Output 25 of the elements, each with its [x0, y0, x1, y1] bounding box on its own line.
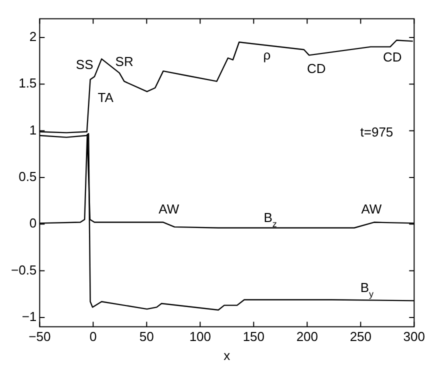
x-tick-label: 150: [242, 329, 265, 344]
y-tick-label: 2: [29, 29, 37, 44]
annotation: SR: [115, 54, 134, 70]
series-label: ρ: [263, 48, 271, 63]
annotation: AW: [361, 202, 382, 217]
x-tick-label: 100: [189, 329, 212, 344]
annotation: CD: [307, 60, 326, 76]
y-tick-label: 1.5: [18, 76, 37, 91]
y-tick-label: 1: [29, 122, 37, 138]
x-tick-label: 200: [296, 329, 318, 344]
y-tick-label: 0: [29, 216, 37, 231]
x-axis-title: x: [224, 348, 231, 363]
x-tick-label: 50: [139, 329, 154, 344]
x-tick-label: 0: [90, 329, 97, 344]
annotation: CD: [383, 49, 402, 64]
annotation: SS: [76, 57, 94, 72]
y-tick-label: 0.5: [18, 169, 37, 184]
x-tick-label: 300: [403, 329, 426, 344]
x-tick-label: 250: [350, 329, 372, 344]
annotation: TA: [98, 90, 114, 105]
annotation: t=975: [360, 124, 394, 140]
annotation: AW: [158, 202, 180, 217]
y-tick-label: −0.5: [10, 262, 37, 278]
y-tick-label: −1: [22, 309, 37, 324]
x-tick-label: −50: [28, 329, 51, 344]
